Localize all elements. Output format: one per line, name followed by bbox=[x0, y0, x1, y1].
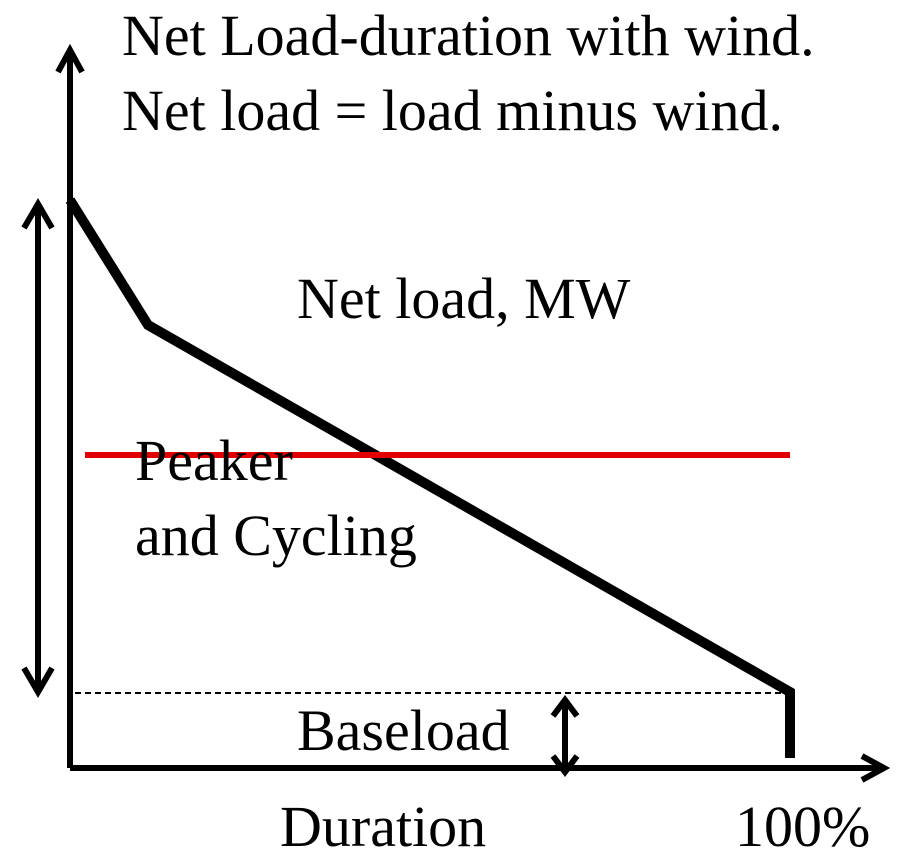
x-arrowhead bbox=[860, 753, 891, 783]
x-end-label: 100% bbox=[735, 794, 870, 850]
region-label: and Cycling bbox=[135, 503, 417, 568]
range-arrowhead-bottom bbox=[21, 666, 55, 698]
y-arrowhead bbox=[55, 43, 85, 74]
load-curve bbox=[65, 197, 795, 758]
range-arrowhead-top bbox=[21, 198, 55, 230]
title-line2: Net load = load minus wind. bbox=[122, 78, 783, 143]
title-line1: Net Load-duration with wind. bbox=[122, 3, 815, 68]
region-label: Peaker bbox=[135, 428, 293, 493]
x-axis-label: Duration bbox=[280, 794, 486, 850]
y-axis-label: Net load, MW bbox=[297, 266, 631, 331]
base-arrowhead-top bbox=[550, 695, 580, 718]
base-label: Baseload bbox=[297, 698, 510, 763]
base-arrowhead-bottom bbox=[550, 754, 580, 777]
